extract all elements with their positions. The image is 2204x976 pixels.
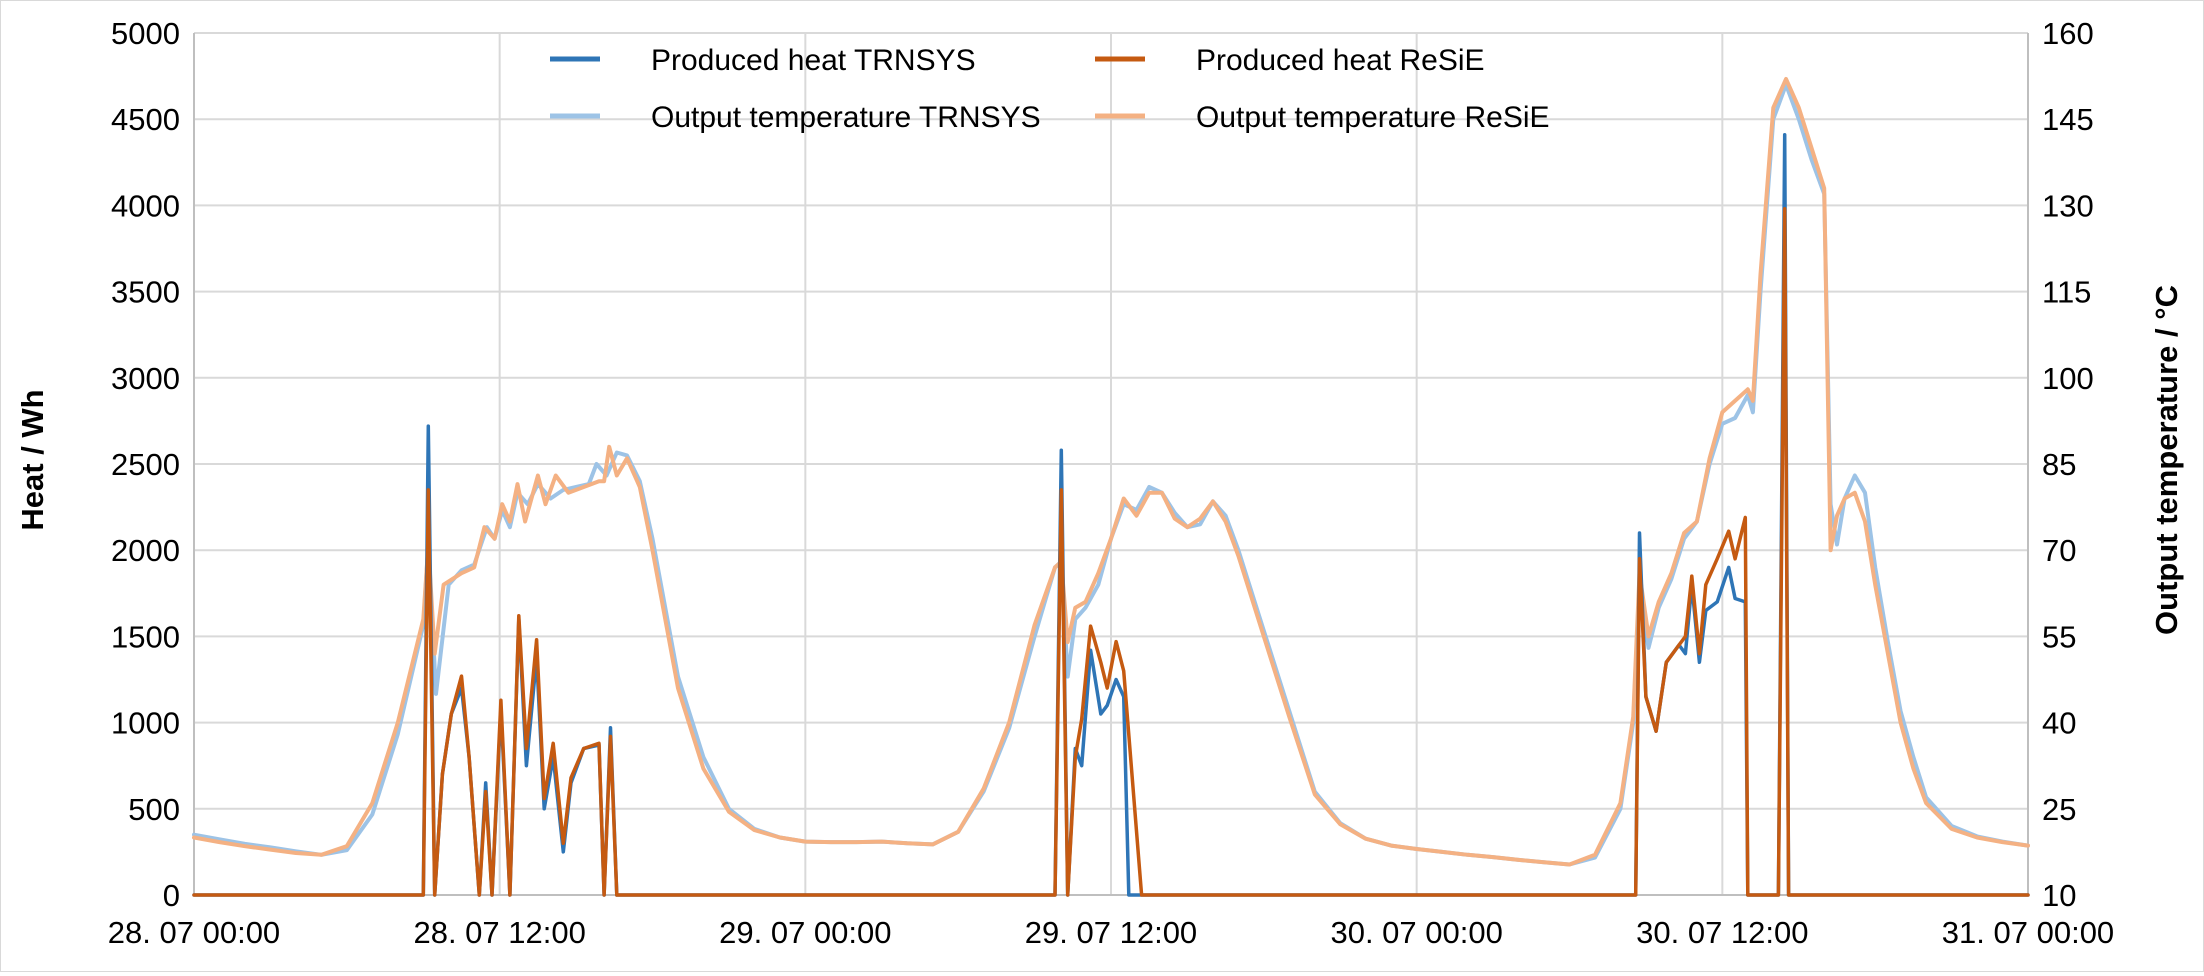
legend: Produced heat TRNSYS Produced heat ReSiE O… <box>550 44 1550 134</box>
x-tick-label: 29. 07 12:00 <box>1025 915 1197 950</box>
x-tick-label: 31. 07 00:00 <box>1942 915 2114 950</box>
y2-tick-label: 145 <box>2042 102 2094 137</box>
x-tick-label: 30. 07 12:00 <box>1636 915 1808 950</box>
grid <box>194 32 2028 895</box>
legend-label: Output temperature TRNSYS <box>651 101 1041 134</box>
y2-axis-title: Output temperature / °C <box>2149 285 2184 635</box>
series <box>192 77 2030 897</box>
y2-tick-label: 40 <box>2042 706 2076 741</box>
y-tick-label: 1500 <box>111 619 180 654</box>
y-tick-label: 5000 <box>111 16 180 51</box>
legend-label: Produced heat ReSiE <box>1196 44 1485 77</box>
series-line-output-temperature-resie <box>192 77 2030 867</box>
y2-tick-label: 160 <box>2042 16 2094 51</box>
y2-tick-label: 115 <box>2042 275 2091 310</box>
y2-tick-label: 100 <box>2042 361 2094 396</box>
y-tick-label: 3000 <box>111 361 180 396</box>
y-tick-label: 4500 <box>111 102 180 137</box>
series-line-produced-heat-resie <box>192 207 2030 897</box>
y2-tick-label: 70 <box>2042 533 2076 568</box>
y2-tick-label: 55 <box>2042 619 2076 654</box>
y-tick-label: 2500 <box>111 447 180 482</box>
y-tick-label: 3500 <box>111 275 180 310</box>
y-axis-title: Heat / Wh <box>15 389 50 530</box>
y2-tick-label: 85 <box>2042 447 2076 482</box>
y-tick-label: 0 <box>163 878 180 913</box>
y-tick-label: 2000 <box>111 533 180 568</box>
y2-tick-label: 25 <box>2042 792 2076 827</box>
x-tick-label: 28. 07 12:00 <box>413 915 585 950</box>
y-tick-label: 4000 <box>111 188 180 223</box>
legend-label: Produced heat TRNSYS <box>651 44 976 77</box>
x-tick-label: 29. 07 00:00 <box>719 915 891 950</box>
x-tick-label: 30. 07 00:00 <box>1330 915 1502 950</box>
y-tick-label: 1000 <box>111 706 180 741</box>
y2-tick-label: 130 <box>2042 188 2094 223</box>
y2-tick-label: 10 <box>2042 878 2076 913</box>
legend-label: Output temperature ReSiE <box>1196 101 1550 134</box>
y-tick-label: 500 <box>128 792 180 827</box>
x-tick-label: 28. 07 00:00 <box>108 915 280 950</box>
axes: 0 500 1000 1500 2000 2500 3000 3500 4000 4500 5000… <box>108 16 2114 950</box>
